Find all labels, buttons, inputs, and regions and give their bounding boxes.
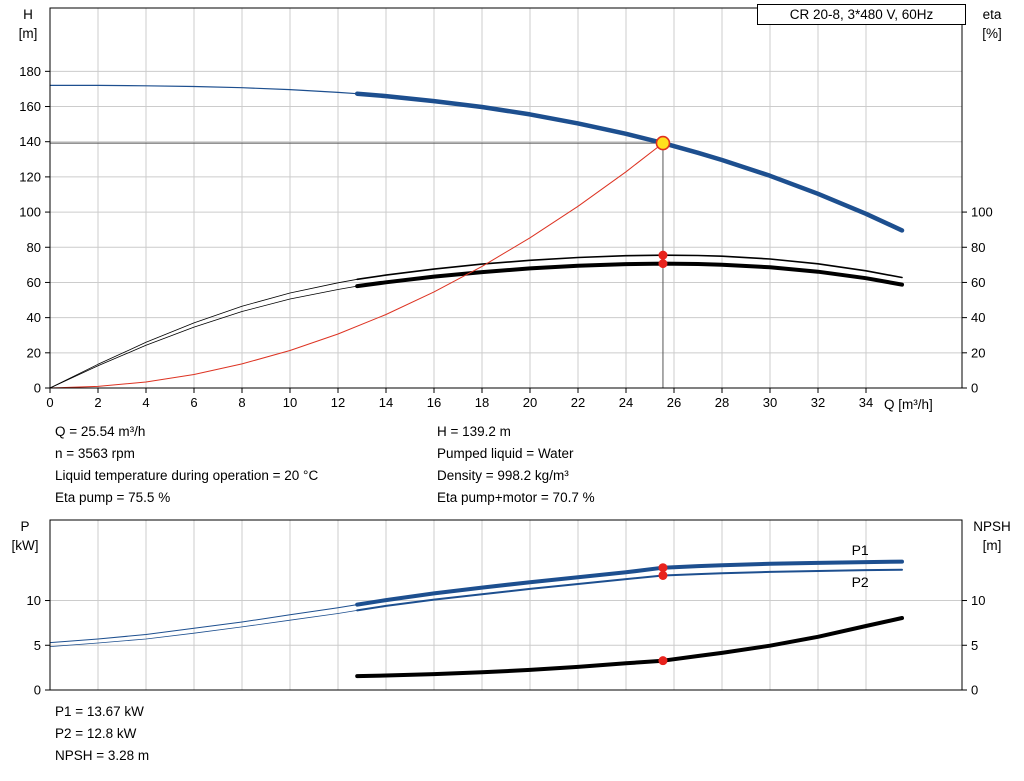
duty-info-right: H = 139.2 m Pumped liquid = Water Densit… bbox=[437, 421, 595, 509]
eta-axis-unit: [%] bbox=[982, 26, 1002, 41]
eta-pump-motor-curve-thin bbox=[49, 285, 358, 389]
svg-text:34: 34 bbox=[859, 395, 873, 410]
grid-lines bbox=[50, 8, 962, 388]
npsh-axis-unit: [m] bbox=[982, 538, 1002, 553]
svg-text:4: 4 bbox=[142, 395, 149, 410]
svg-text:20: 20 bbox=[27, 345, 41, 360]
eta-axis-label: eta [%] bbox=[964, 5, 1020, 43]
npsh-axis-symbol: NPSH bbox=[973, 519, 1011, 534]
p1-curve-thin bbox=[49, 604, 358, 644]
svg-text:28: 28 bbox=[715, 395, 729, 410]
head-axis-unit: [m] bbox=[18, 26, 38, 41]
svg-text:2: 2 bbox=[94, 395, 101, 410]
svg-text:120: 120 bbox=[19, 169, 41, 184]
svg-text:0: 0 bbox=[971, 381, 978, 396]
svg-text:22: 22 bbox=[571, 395, 585, 410]
svg-text:10: 10 bbox=[971, 593, 985, 608]
info-line-p1: P1 = 13.67 kW bbox=[55, 704, 144, 719]
npsh-marker bbox=[658, 656, 668, 666]
svg-text:80: 80 bbox=[971, 240, 985, 255]
svg-text:26: 26 bbox=[667, 395, 681, 410]
svg-text:14: 14 bbox=[379, 395, 393, 410]
head-axis-symbol: H bbox=[23, 7, 33, 22]
svg-text:180: 180 bbox=[19, 64, 41, 79]
system-curve bbox=[49, 142, 664, 389]
npsh-curve bbox=[355, 616, 904, 679]
npsh-axis-label: NPSH [m] bbox=[960, 517, 1024, 555]
eta-pump-motor-marker bbox=[658, 259, 668, 269]
svg-text:0: 0 bbox=[34, 683, 41, 698]
svg-text:40: 40 bbox=[27, 310, 41, 325]
info-line-q: Q = 25.54 m³/h bbox=[55, 424, 146, 439]
info-line-liquid: Pumped liquid = Water bbox=[437, 446, 574, 461]
p2-curve-thin bbox=[49, 610, 358, 647]
svg-text:16: 16 bbox=[427, 395, 441, 410]
x-axis-label: Q [m³/h] bbox=[884, 397, 933, 412]
svg-text:60: 60 bbox=[27, 275, 41, 290]
svg-text:0: 0 bbox=[971, 683, 978, 698]
svg-text:140: 140 bbox=[19, 134, 41, 149]
svg-text:30: 30 bbox=[763, 395, 777, 410]
info-line-head: H = 139.2 m bbox=[437, 424, 511, 439]
p2-marker bbox=[658, 570, 668, 580]
duty-point bbox=[655, 135, 671, 151]
svg-text:24: 24 bbox=[619, 395, 633, 410]
power-npsh-chart: 0 5 10 0 5 10 P1 P2 bbox=[27, 519, 986, 698]
plot-border bbox=[49, 519, 963, 691]
series-label-p1: P1 bbox=[852, 542, 869, 558]
eta-axis-symbol: eta bbox=[982, 7, 1002, 22]
tick-labels: 0 5 10 0 5 10 bbox=[27, 593, 986, 697]
grid-lines bbox=[50, 520, 962, 690]
info-line-p2: P2 = 12.8 kW bbox=[55, 726, 137, 741]
svg-text:20: 20 bbox=[971, 345, 985, 360]
eta-pump-marker bbox=[658, 250, 668, 260]
svg-text:8: 8 bbox=[238, 395, 245, 410]
eta-pump-motor-curve-thick bbox=[355, 261, 904, 289]
h-curve-thin bbox=[49, 84, 358, 95]
power-axis-unit: [kW] bbox=[11, 538, 39, 553]
result-info: P1 = 13.67 kW P2 = 12.8 kW NPSH = 3.28 m bbox=[55, 701, 149, 767]
head-axis-label: H [m] bbox=[6, 5, 50, 43]
svg-text:80: 80 bbox=[27, 240, 41, 255]
p2-curve-thick bbox=[356, 568, 903, 612]
p1-curve-thick bbox=[355, 559, 904, 607]
power-axis-symbol: P bbox=[20, 519, 30, 534]
pump-model-box: CR 20-8, 3*480 V, 60Hz bbox=[757, 4, 966, 25]
eta-pump-curve-thin bbox=[49, 278, 358, 389]
svg-text:0: 0 bbox=[46, 395, 53, 410]
svg-text:6: 6 bbox=[190, 395, 197, 410]
svg-text:12: 12 bbox=[331, 395, 345, 410]
info-line-eta-pump: Eta pump = 75.5 % bbox=[55, 490, 171, 505]
svg-text:5: 5 bbox=[34, 638, 41, 653]
svg-text:20: 20 bbox=[523, 395, 537, 410]
info-line-speed: n = 3563 rpm bbox=[55, 446, 135, 461]
svg-text:32: 32 bbox=[811, 395, 825, 410]
plot-border bbox=[49, 7, 963, 389]
power-axis-label: P [kW] bbox=[2, 517, 48, 555]
series-label-p2: P2 bbox=[852, 574, 869, 590]
info-line-eta-pump-motor: Eta pump+motor = 70.7 % bbox=[437, 490, 595, 505]
svg-text:10: 10 bbox=[283, 395, 297, 410]
svg-text:60: 60 bbox=[971, 275, 985, 290]
svg-text:18: 18 bbox=[475, 395, 489, 410]
h-curve-thick bbox=[354, 91, 905, 233]
p1-marker bbox=[658, 563, 668, 573]
svg-text:0: 0 bbox=[34, 381, 41, 396]
info-line-temperature: Liquid temperature during operation = 20… bbox=[55, 468, 319, 483]
info-line-density: Density = 998.2 kg/m³ bbox=[437, 468, 569, 483]
svg-text:40: 40 bbox=[971, 310, 985, 325]
svg-text:5: 5 bbox=[971, 638, 978, 653]
svg-text:100: 100 bbox=[971, 205, 993, 220]
info-line-npsh: NPSH = 3.28 m bbox=[55, 748, 150, 763]
duty-info-left: Q = 25.54 m³/h n = 3563 rpm Liquid tempe… bbox=[55, 421, 318, 509]
eta-pump-curve-thick bbox=[356, 254, 903, 281]
svg-text:10: 10 bbox=[27, 593, 41, 608]
svg-text:100: 100 bbox=[19, 205, 41, 220]
svg-text:160: 160 bbox=[19, 99, 41, 114]
